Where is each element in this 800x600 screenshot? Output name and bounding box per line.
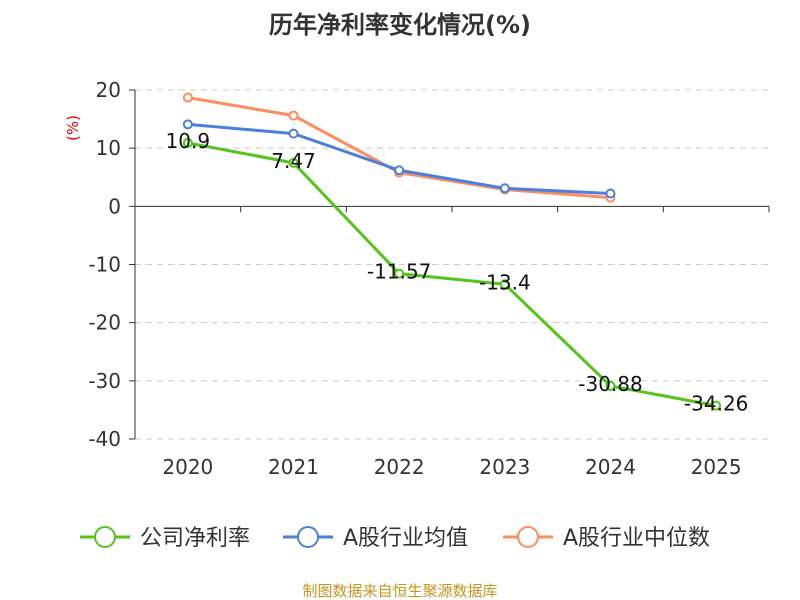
y-tick-label: -40 — [88, 427, 121, 451]
data-point — [394, 165, 405, 176]
data-point — [499, 183, 510, 194]
data-point — [182, 137, 193, 148]
legend-marker — [517, 526, 539, 548]
data-point — [394, 268, 405, 279]
legend-label: A股行业均值 — [343, 526, 468, 551]
data-label: -30.88 — [578, 372, 642, 396]
legend-label: A股行业中位数 — [563, 526, 710, 551]
y-tick-label: 10 — [96, 136, 121, 160]
data-label: -34.26 — [684, 392, 748, 416]
data-point — [288, 128, 299, 139]
data-point — [288, 110, 299, 121]
x-tick-label: 2024 — [585, 455, 636, 479]
x-tick-label: 2020 — [162, 455, 213, 479]
data-point — [605, 380, 616, 391]
data-label: 10.9 — [166, 129, 211, 153]
series-line — [187, 141, 717, 408]
y-tick-label: -30 — [88, 369, 121, 393]
data-point — [288, 157, 299, 168]
data-point — [711, 400, 722, 411]
y-tick-label: 0 — [108, 194, 121, 218]
data-point — [182, 92, 193, 103]
legend-label: 公司净利率 — [140, 526, 250, 551]
data-label: 7.47 — [271, 149, 316, 173]
y-axis-label: (%) — [64, 115, 82, 141]
x-tick-label: 2025 — [691, 455, 742, 479]
series-line — [187, 96, 611, 200]
data-label: -13.4 — [479, 270, 531, 294]
data-point — [605, 188, 616, 199]
series-line — [187, 122, 611, 196]
y-tick-label: -20 — [88, 311, 121, 335]
x-tick-label: 2022 — [374, 455, 425, 479]
x-tick-label: 2021 — [268, 455, 319, 479]
chart-title: 历年净利率变化情况(%) — [269, 11, 531, 39]
source-note: 制图数据来自恒生聚源数据库 — [302, 582, 497, 600]
y-tick-label: 20 — [96, 78, 121, 102]
data-point — [499, 279, 510, 290]
legend-marker — [94, 526, 116, 548]
data-point — [182, 119, 193, 130]
data-label: -11.57 — [367, 260, 431, 284]
legend-marker — [297, 526, 319, 548]
x-tick-label: 2023 — [479, 455, 530, 479]
y-tick-label: -10 — [88, 253, 121, 277]
